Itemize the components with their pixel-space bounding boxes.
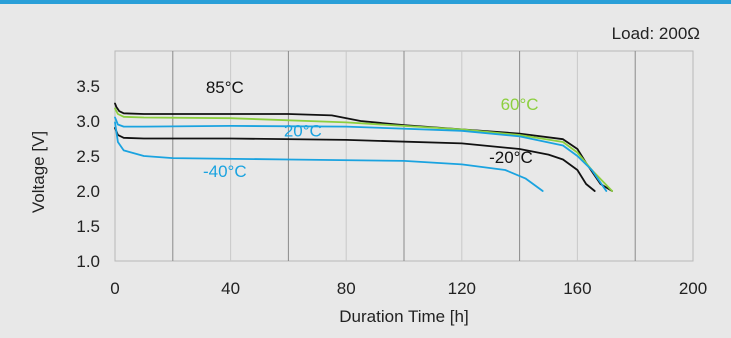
series-line: [114, 116, 608, 192]
series-labels: 85°C 60°C 20°C -20°C -40°C: [203, 78, 539, 181]
x-tick-label: 40: [221, 279, 240, 298]
y-tick-label: 2.5: [76, 147, 100, 166]
series-lines: [114, 102, 613, 192]
y-tick-label: 1.0: [76, 252, 100, 271]
series-label: 20°C: [284, 121, 322, 140]
series-label: 85°C: [206, 78, 244, 97]
series-label: -20°C: [489, 148, 533, 167]
x-axis-label: Duration Time [h]: [339, 307, 468, 326]
y-axis-ticks: 1.0 1.5 2.0 2.5 3.0 3.5: [76, 77, 100, 271]
x-tick-label: 0: [110, 279, 119, 298]
y-tick-label: 2.0: [76, 182, 100, 201]
load-annotation: Load: 200Ω: [612, 24, 700, 43]
series-line: [114, 121, 544, 192]
y-axis-label: Voltage [V]: [29, 131, 48, 213]
series-line: [114, 107, 613, 192]
series-line: [114, 127, 596, 192]
series-label: 60°C: [501, 95, 539, 114]
y-tick-label: 1.5: [76, 217, 100, 236]
series-line: [114, 102, 613, 192]
x-tick-label: 120: [448, 279, 476, 298]
series-label: -40°C: [203, 162, 247, 181]
y-tick-label: 3.5: [76, 77, 100, 96]
y-tick-label: 3.0: [76, 112, 100, 131]
x-tick-label: 80: [337, 279, 356, 298]
x-tick-label: 160: [563, 279, 591, 298]
voltage-discharge-chart: Load: 200Ω 85°C 60°C 20°C -20°C -40°C 0 40 80 1…: [29, 24, 707, 326]
x-axis-ticks: 0 40 80 120 160 200: [110, 279, 707, 298]
x-tick-label: 200: [679, 279, 707, 298]
grid-lines: [172, 51, 636, 261]
